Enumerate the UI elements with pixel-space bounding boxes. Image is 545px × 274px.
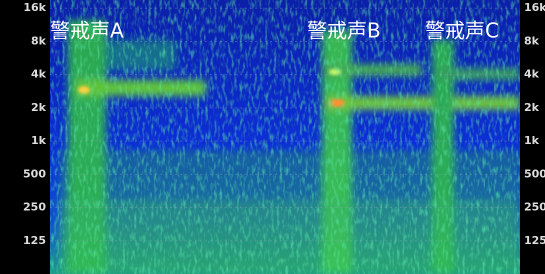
y-tick-label-right: 125 bbox=[524, 234, 545, 247]
y-tick-label: 16k bbox=[23, 1, 46, 14]
y-tick-label: 4k bbox=[31, 68, 47, 81]
y-tick-label-right: 4k bbox=[524, 68, 540, 81]
y-tick-label-right: 8k bbox=[524, 34, 540, 47]
y-tick-label: 2k bbox=[31, 101, 47, 114]
y-tick-label-right: 250 bbox=[524, 201, 545, 214]
y-tick-label: 8k bbox=[31, 34, 47, 47]
y-tick-label: 500 bbox=[23, 167, 46, 180]
y-tick-label: 125 bbox=[23, 234, 46, 247]
y-tick-label-right: 2k bbox=[524, 101, 540, 114]
y-tick-label-right: 500 bbox=[524, 167, 545, 180]
y-tick-label-right: 16k bbox=[524, 1, 545, 14]
y-tick-label: 250 bbox=[23, 201, 46, 214]
annotation: 警戒声B bbox=[307, 19, 381, 43]
annotation: 警戒声C bbox=[425, 19, 499, 43]
page: 警戒声A 警戒声B 警戒声C 16k 16k 8k 8k 4k 4k 2k 2k 1k 1k 500… bbox=[0, 0, 545, 274]
spectrogram-view: 警戒声A 警戒声B 警戒声C 16k 16k 8k 8k 4k 4k 2k 2k 1k 1k 500… bbox=[0, 0, 545, 274]
y-tick-label-right: 1k bbox=[524, 134, 540, 147]
y-tick-label: 1k bbox=[31, 134, 47, 147]
annotation: 警戒声A bbox=[50, 19, 124, 43]
